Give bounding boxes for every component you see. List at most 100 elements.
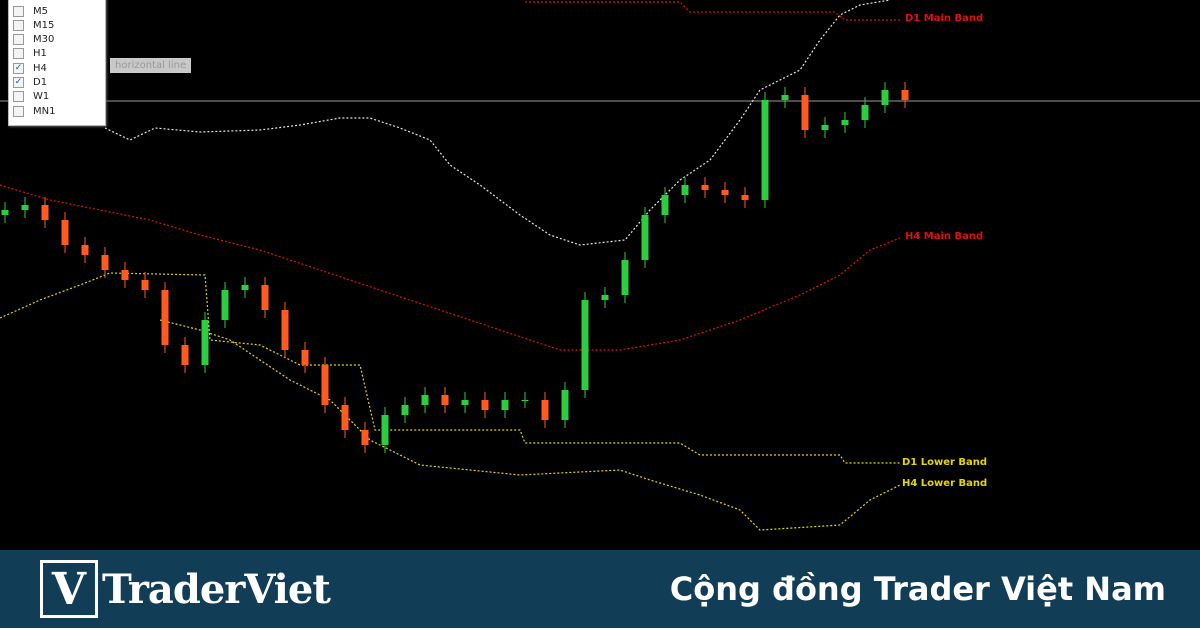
d1-main-band-label: D1 Main Band: [905, 13, 984, 24]
checkbox[interactable]: ✓: [13, 77, 24, 88]
candle-body: [541, 400, 549, 420]
d1-lower-band-line: [0, 272, 900, 464]
h4-lower-band-label: H4 Lower Band: [902, 478, 988, 489]
candle-body: [101, 255, 109, 270]
d1-main-band-line: [525, 1, 900, 21]
candle-body: [261, 285, 269, 310]
tagline: Cộng đồng Trader Việt Nam: [669, 570, 1166, 608]
timeframe-label: H1: [33, 48, 47, 60]
timeframe-label: W1: [33, 91, 50, 103]
candle-body: [401, 405, 409, 415]
candle: [541, 392, 549, 428]
timeframe-w1[interactable]: W1: [13, 90, 49, 104]
candle-body: [81, 245, 89, 255]
price-chart[interactable]: [0, 0, 1200, 550]
candle: [241, 277, 249, 298]
candle-body: [361, 430, 369, 445]
candle: [421, 387, 429, 413]
logo-text: TraderViet: [102, 565, 331, 613]
candle: [741, 187, 749, 208]
timeframe-label: M30: [33, 34, 55, 46]
candle: [681, 177, 689, 203]
candle: [901, 82, 909, 108]
candle: [521, 392, 529, 408]
h4-main-band-line: [0, 184, 901, 351]
candle: [661, 187, 669, 223]
timeframe-label: H4: [33, 62, 47, 74]
candle: [41, 197, 49, 228]
candle: [861, 97, 869, 128]
candle: [1, 202, 9, 223]
candle-body: [481, 400, 489, 410]
upper-band-line: [104, 0, 891, 246]
candle: [341, 397, 349, 438]
candle-body: [61, 220, 69, 245]
timeframe-panel: M5 M15 M30 H1 ✓ H4 ✓ D1 W1 MN1: [8, 0, 106, 126]
checkbox[interactable]: [13, 105, 24, 117]
candle-body: [581, 300, 589, 390]
candle-body: [121, 270, 129, 280]
candle-body: [221, 290, 229, 320]
candle: [601, 287, 609, 308]
candle: [781, 87, 789, 108]
candle: [161, 282, 169, 353]
timeframe-label: MN1: [33, 105, 56, 117]
candle: [121, 262, 129, 288]
timeframe-h1[interactable]: H1: [13, 47, 47, 61]
candle: [301, 342, 309, 373]
candle-body: [741, 195, 749, 200]
candle-body: [141, 280, 149, 290]
d1-lower-band-label: D1 Lower Band: [902, 457, 988, 468]
candle-body: [441, 395, 449, 405]
candle: [321, 357, 329, 413]
candle: [801, 87, 809, 138]
candle-body: [381, 415, 389, 445]
checkbox[interactable]: [13, 91, 24, 103]
candle-body: [421, 395, 429, 405]
candle: [61, 212, 69, 253]
candle-body: [641, 215, 649, 260]
checkbox[interactable]: ✓: [13, 62, 24, 74]
candle-body: [861, 105, 869, 120]
candle: [701, 177, 709, 198]
timeframe-h4[interactable]: ✓ H4: [13, 61, 47, 75]
timeframe-m15[interactable]: M15: [13, 18, 54, 32]
candle-body: [241, 285, 249, 290]
candle: [821, 117, 829, 138]
candle: [381, 407, 389, 453]
candle: [101, 247, 109, 278]
candle: [401, 397, 409, 423]
timeframe-m5[interactable]: M5: [13, 4, 48, 18]
candle: [641, 207, 649, 268]
candle-body: [281, 310, 289, 350]
candle: [841, 112, 849, 133]
candle-body: [461, 400, 469, 405]
candle-body: [301, 350, 309, 365]
candle-body: [561, 390, 569, 420]
checkbox[interactable]: [13, 5, 24, 17]
h4-lower-band-line: [159, 319, 901, 531]
candle-body: [161, 290, 169, 345]
candle: [141, 272, 149, 298]
candle: [481, 392, 489, 418]
candle-body: [341, 405, 349, 430]
checkbox[interactable]: [13, 19, 24, 31]
candle: [721, 182, 729, 203]
timeframe-mn1[interactable]: MN1: [13, 104, 55, 118]
timeframe-d1[interactable]: ✓ D1: [13, 76, 47, 90]
checkbox[interactable]: [13, 48, 24, 60]
candle: [281, 302, 289, 358]
timeframe-m30[interactable]: M30: [13, 33, 54, 47]
candle-body: [601, 295, 609, 300]
candle-body: [721, 190, 729, 195]
candle: [441, 387, 449, 413]
candle: [501, 392, 509, 418]
logo-mark: V: [40, 560, 98, 618]
candle-body: [201, 320, 209, 365]
checkbox[interactable]: [13, 34, 24, 46]
candle: [81, 237, 89, 263]
candle: [561, 382, 569, 428]
candle-body: [501, 400, 509, 410]
h4-main-band-label: H4 Main Band: [905, 231, 984, 242]
candle-body: [181, 345, 189, 365]
